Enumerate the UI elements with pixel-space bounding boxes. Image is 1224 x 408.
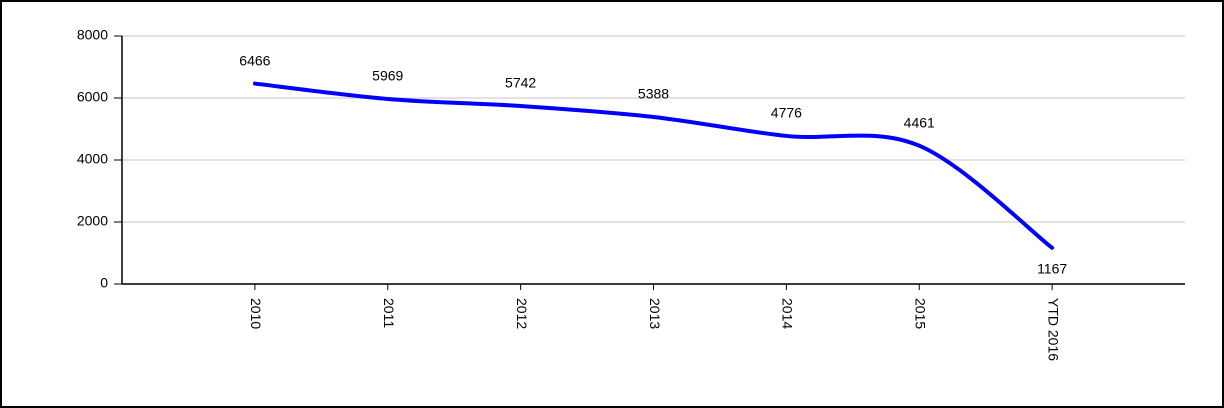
data-label: 1167 bbox=[1037, 261, 1067, 277]
y-tick-label: 0 bbox=[100, 275, 108, 291]
x-tick-label: YTD 2016 bbox=[1045, 298, 1061, 361]
x-tick-label: 2014 bbox=[780, 298, 796, 329]
data-label: 5388 bbox=[638, 86, 669, 102]
y-tick-label: 6000 bbox=[77, 89, 108, 105]
y-tick-label: 8000 bbox=[77, 27, 108, 43]
data-label: 4776 bbox=[771, 105, 802, 121]
x-tick-label: 2012 bbox=[514, 298, 530, 329]
x-tick-label: 2010 bbox=[248, 298, 264, 329]
x-tick-label: 2015 bbox=[913, 298, 929, 329]
x-tick-label: 2013 bbox=[647, 298, 663, 329]
y-tick-label: 4000 bbox=[77, 151, 108, 167]
y-tick-label: 2000 bbox=[77, 213, 108, 229]
data-label: 5969 bbox=[372, 68, 403, 84]
x-tick-label: 2011 bbox=[381, 298, 397, 328]
data-label: 4461 bbox=[904, 114, 935, 130]
line bbox=[252, 81, 1055, 250]
data-label: 5742 bbox=[505, 75, 536, 91]
data-label: 6466 bbox=[239, 52, 270, 68]
